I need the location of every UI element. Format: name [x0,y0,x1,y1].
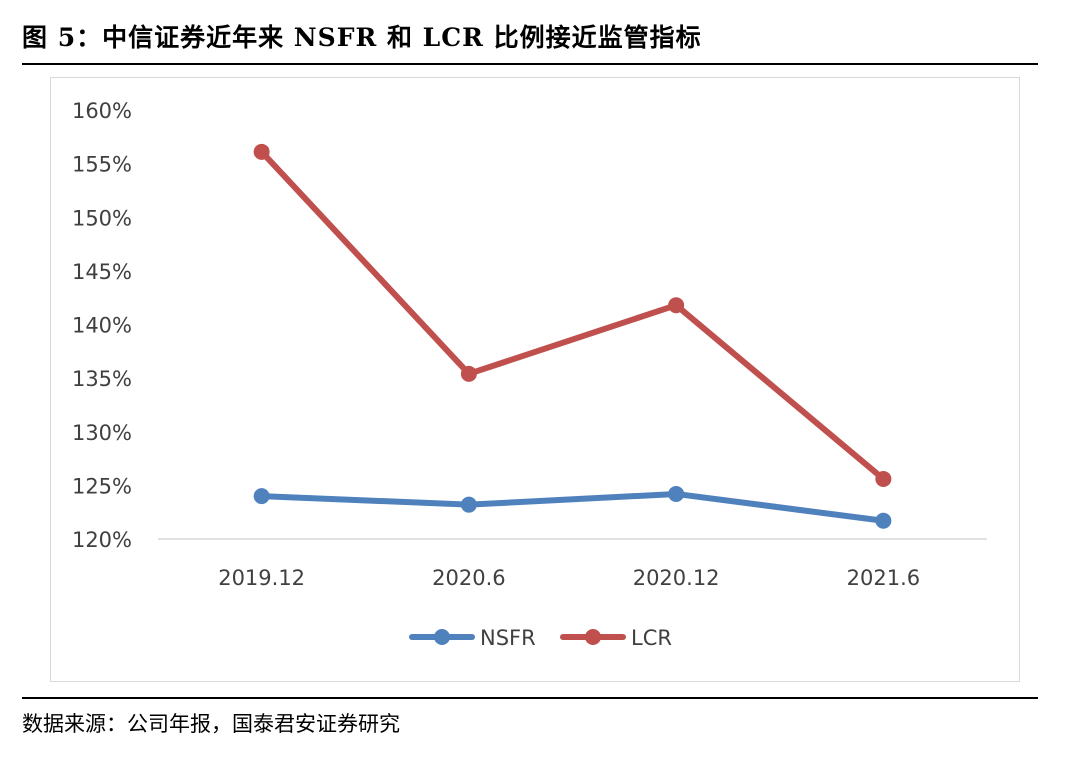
legend-label: NSFR [480,626,536,650]
top-rule [22,63,1038,65]
data-point-lcr [668,297,685,314]
y-tick-label: 135% [72,367,132,391]
x-tick-label: 2020.6 [432,566,505,590]
series-line-lcr [258,148,887,482]
data-point-nsfr [668,485,685,502]
chart-frame [50,77,1020,682]
legend-swatch-marker [585,629,601,645]
x-tick-label: 2019.12 [218,566,305,590]
y-tick-label: 120% [72,528,132,552]
x-tick-label: 2020.12 [633,566,720,590]
y-tick-label: 160% [72,99,132,123]
data-point-nsfr [875,512,892,529]
bottom-rule [22,697,1038,699]
y-tick-label: 125% [72,474,132,498]
series-line-nsfr [258,490,887,524]
figure-title: 图 5：中信证券近年来 NSFR 和 LCR 比例接近监管指标 [22,23,702,52]
data-point-lcr [460,365,477,382]
source-note: 数据来源：公司年报，国泰君安证券研究 [22,712,400,736]
y-tick-label: 145% [72,260,132,284]
x-tick-label: 2021.6 [847,566,920,590]
data-point-nsfr [253,488,270,505]
y-tick-label: 155% [72,153,132,177]
data-point-lcr [875,470,892,487]
legend-label: LCR [631,626,672,650]
y-tick-label: 140% [72,314,132,338]
legend-swatch-marker [434,629,450,645]
y-tick-label: 150% [72,206,132,230]
y-tick-label: 130% [72,421,132,445]
data-point-nsfr [460,496,477,513]
data-point-lcr [253,143,270,160]
